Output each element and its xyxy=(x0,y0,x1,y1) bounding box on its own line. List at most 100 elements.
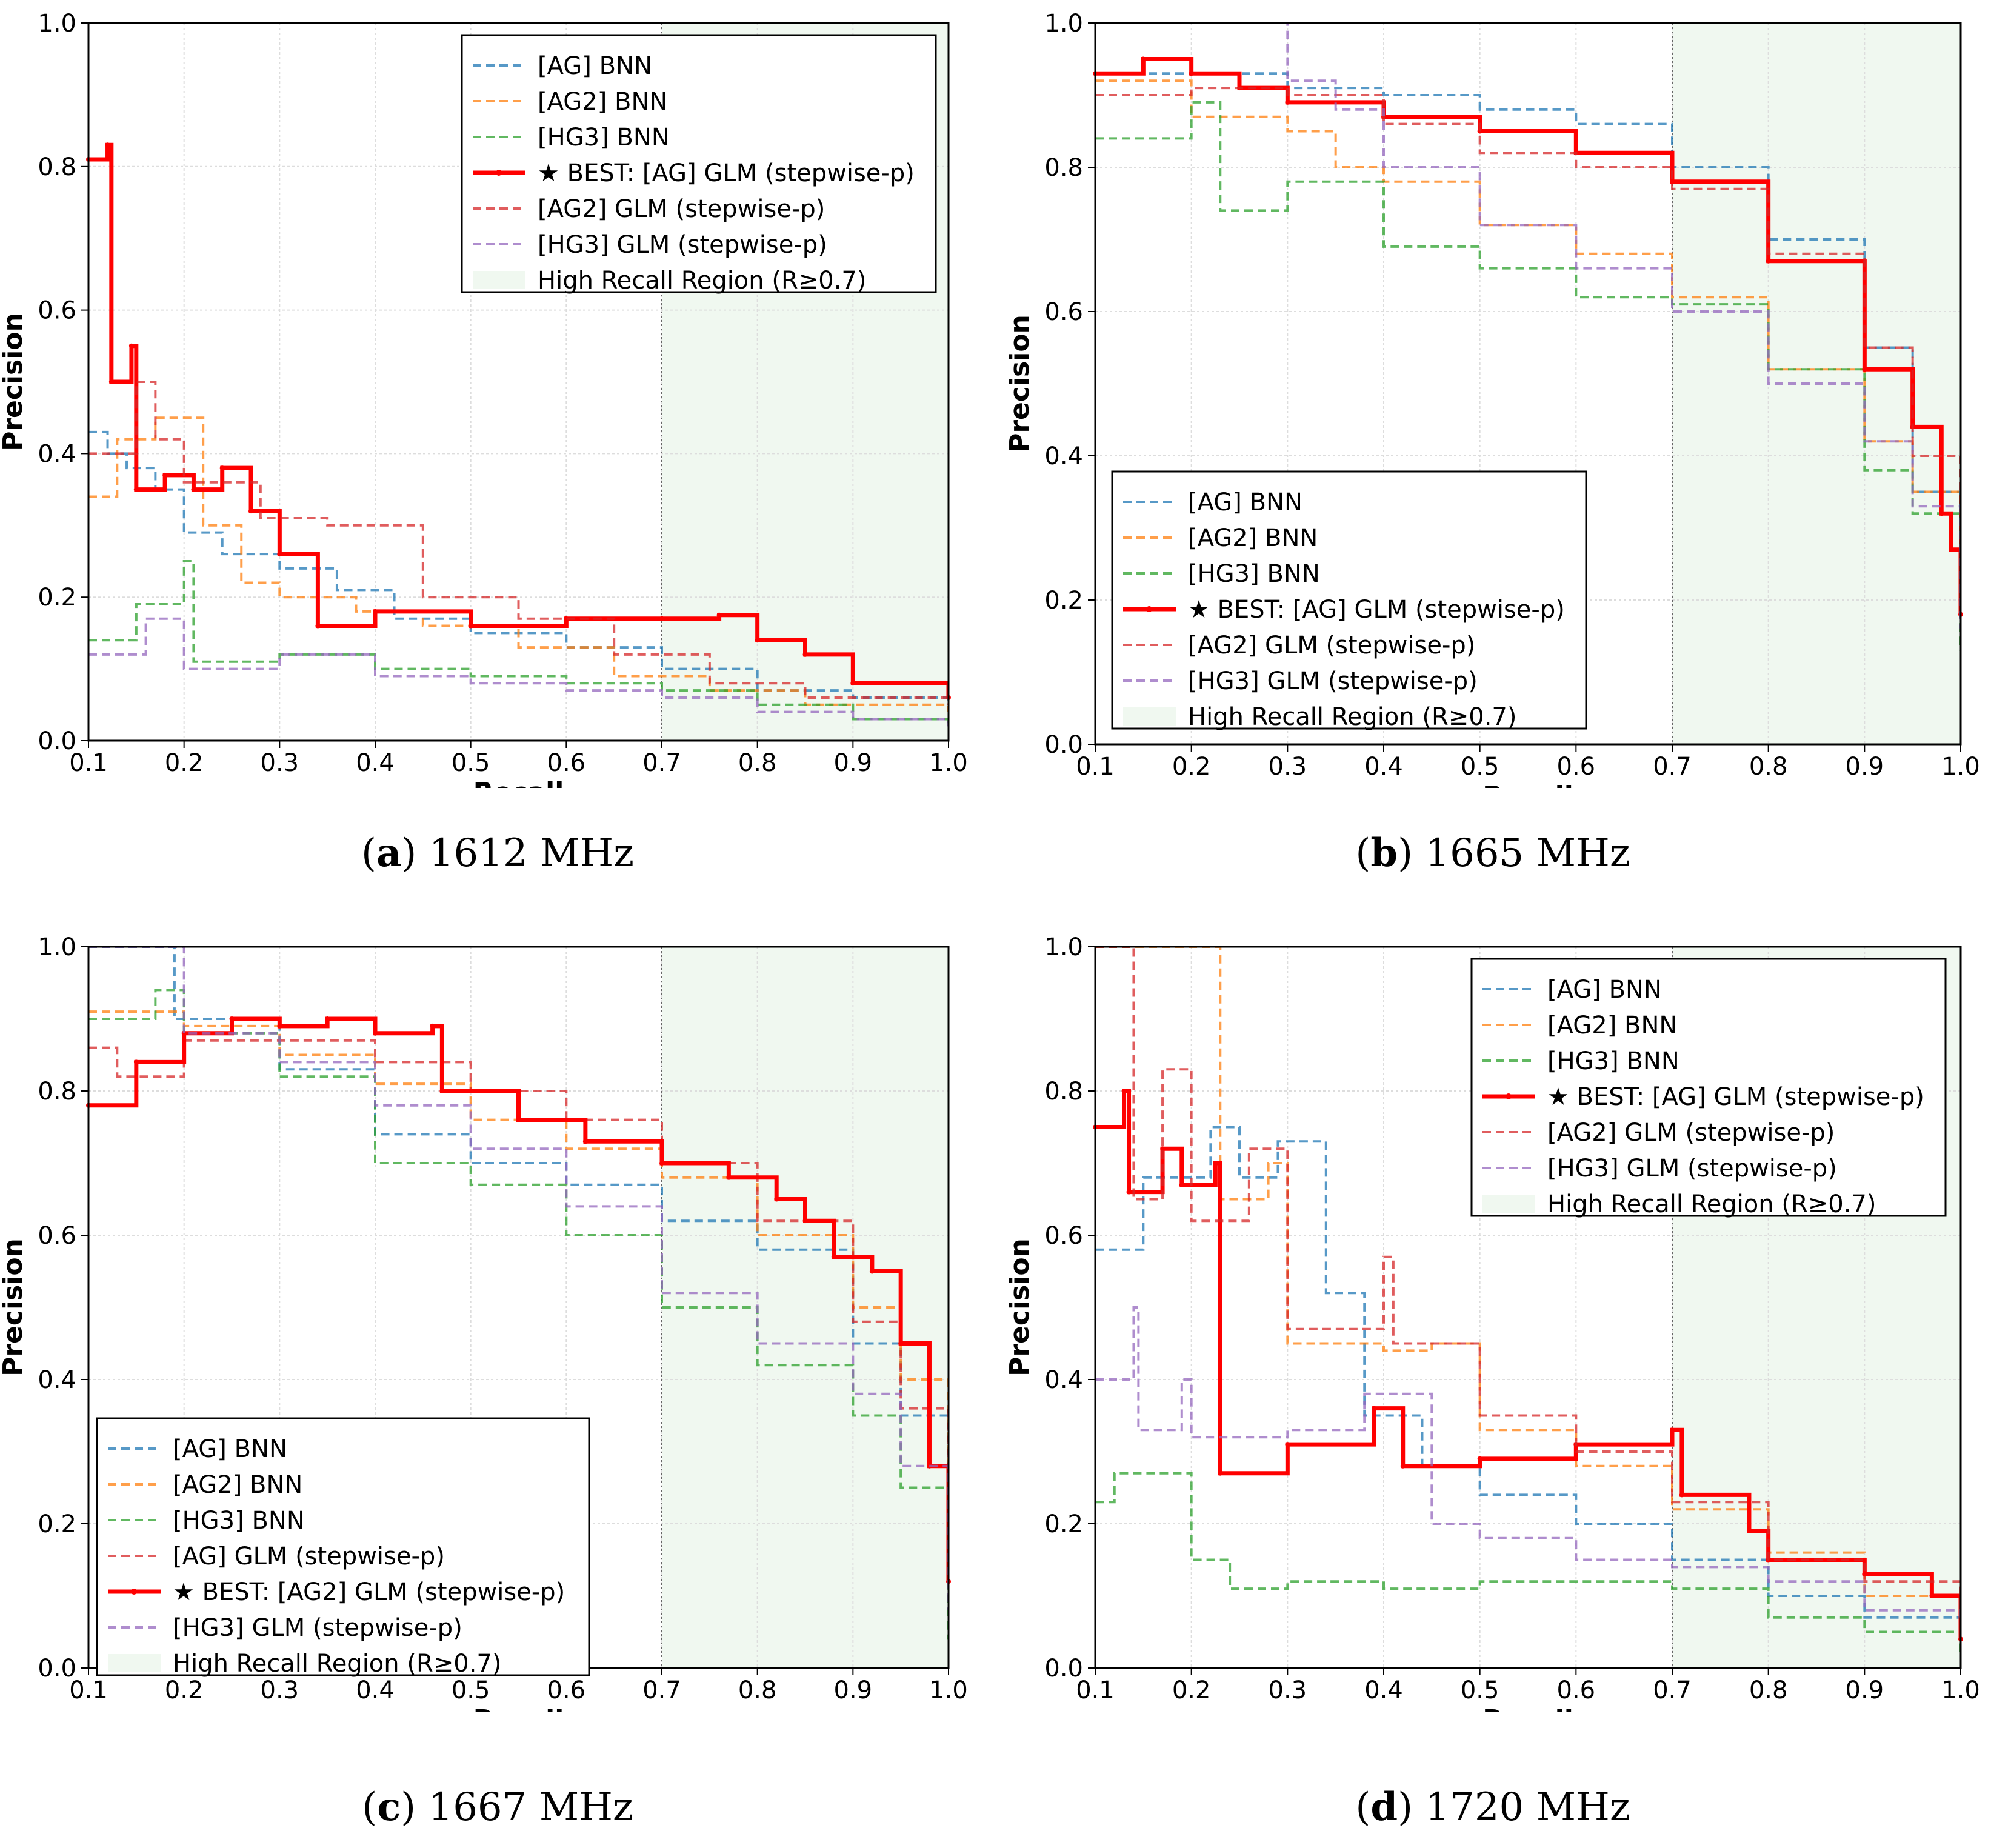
series-point-c-4-17 xyxy=(898,1341,904,1346)
legend-marker-b-3 xyxy=(1146,606,1152,612)
y-axis-label-b: Precision xyxy=(1004,315,1035,453)
series-point-c-4-7 xyxy=(430,1023,435,1029)
series-point-d-3-10 xyxy=(1477,1456,1482,1461)
legend-label-b-5: [HG3] GLM (stepwise-p) xyxy=(1188,667,1478,695)
legend-label-c-4: ★ BEST: [AG2] GLM (stepwise-p) xyxy=(173,1578,565,1606)
x-tick-label-c-7: 0.8 xyxy=(738,1676,777,1704)
y-tick-label-a-2: 0.4 xyxy=(38,440,76,468)
caption-d-letter: d xyxy=(1370,1784,1398,1830)
caption-c-letter: c xyxy=(377,1784,401,1830)
x-tick-label-d-2: 0.3 xyxy=(1269,1676,1307,1704)
x-tick-label-b-6: 0.7 xyxy=(1653,753,1692,781)
series-line-d-2 xyxy=(1095,1472,1961,1654)
legend-label-d-1: [AG2] BNN xyxy=(1547,1012,1677,1039)
x-tick-label-b-9: 1.0 xyxy=(1941,753,1980,781)
x-tick-label-c-4: 0.5 xyxy=(452,1676,490,1704)
y-tick-label-b-2: 0.4 xyxy=(1044,442,1083,470)
chart-a: 0.1 0.2 0.3 0.4 0.5 0.6 0.7 0.8 0.9 1.0 0.0 0.2 0.4 0… xyxy=(0,10,968,788)
series-point-c-4-10 xyxy=(582,1139,588,1144)
legend-label-region-b: High Recall Region (R≥0.7) xyxy=(1188,703,1516,731)
series-line-d-0 xyxy=(1095,1126,1961,1632)
legend-label-d-5: [HG3] GLM (stepwise-p) xyxy=(1547,1155,1837,1183)
series-point-a-3-3 xyxy=(128,343,134,349)
caption-c: (c) 1667 MHz xyxy=(362,1784,633,1830)
panel-c: 0.1 0.2 0.3 0.4 0.5 0.6 0.7 0.8 0.9 1.0 0.0 0.2 0.4 0… xyxy=(0,924,995,1847)
legend-box-b xyxy=(1111,470,1587,730)
series-point-a-3-14 xyxy=(659,616,664,621)
x-tick-label-c-0: 0.1 xyxy=(69,1676,108,1704)
y-tick-label-c-5: 1.0 xyxy=(38,933,76,961)
x-tick-label-c-3: 0.4 xyxy=(356,1676,395,1704)
y-tick-label-a-5: 1.0 xyxy=(38,10,76,38)
x-tick-label-c-8: 0.9 xyxy=(834,1676,873,1704)
series-point-a-3-11 xyxy=(373,609,378,614)
y-axis-label-c: Precision xyxy=(0,1238,28,1376)
x-tick-label-a-1: 0.2 xyxy=(165,749,204,777)
caption-b-text: 1665 MHz xyxy=(1425,831,1630,876)
x-tick-label-a-4: 0.5 xyxy=(452,749,490,777)
series-point-c-4-16 xyxy=(869,1269,875,1274)
x-tick-label-d-8: 0.9 xyxy=(1846,1676,1884,1704)
series-line-b-5 xyxy=(1095,23,1961,629)
x-tick-label-c-5: 0.6 xyxy=(547,1676,586,1704)
x-tick-label-b-8: 0.9 xyxy=(1846,753,1884,781)
x-axis-label-a: Recall xyxy=(473,777,564,788)
series-point-a-3-2 xyxy=(108,379,114,384)
y-tick-label-a-4: 0.8 xyxy=(38,153,76,181)
series-point-d-3-13 xyxy=(1679,1492,1684,1498)
plot-frame-a xyxy=(87,22,950,742)
caption-b-letter: b xyxy=(1370,830,1398,876)
series-point-b-3-8 xyxy=(1670,179,1675,184)
y-tick-label-d-1: 0.2 xyxy=(1044,1510,1083,1538)
x-tick-label-b-0: 0.1 xyxy=(1076,753,1115,781)
series-point-a-3-15 xyxy=(716,612,722,618)
series-point-d-3-8 xyxy=(1372,1406,1377,1411)
series-point-d-3-12 xyxy=(1670,1427,1675,1433)
x-tick-label-b-4: 0.5 xyxy=(1461,753,1499,781)
x-tick-label-d-9: 1.0 xyxy=(1941,1676,1980,1704)
series-point-c-4-6 xyxy=(373,1030,378,1036)
legend-label-c-0: [AG] BNN xyxy=(173,1435,287,1463)
series-point-a-3-12 xyxy=(468,623,473,629)
series-point-a-3-5 xyxy=(162,472,168,478)
x-tick-label-d-6: 0.7 xyxy=(1653,1676,1692,1704)
legend-marker-d-3 xyxy=(1506,1093,1512,1099)
series-point-a-3-8 xyxy=(248,509,254,514)
caption-a-text: 1612 MHz xyxy=(429,831,635,876)
series-point-c-4-1 xyxy=(133,1059,139,1065)
y-tick-label-c-2: 0.4 xyxy=(38,1366,76,1394)
legend-swatch-region-c xyxy=(108,1654,161,1672)
x-tick-label-c-2: 0.3 xyxy=(261,1676,299,1704)
legend-label-d-2: [HG3] BNN xyxy=(1547,1047,1679,1075)
series-point-a-3-18 xyxy=(850,681,856,686)
legend-label-c-1: [AG2] BNN xyxy=(173,1471,302,1499)
x-tick-label-d-3: 0.4 xyxy=(1364,1676,1403,1704)
series-point-a-3-6 xyxy=(191,487,196,492)
series-point-d-3-6 xyxy=(1218,1470,1223,1476)
x-tick-label-a-3: 0.4 xyxy=(356,749,395,777)
series-point-c-4-11 xyxy=(659,1161,664,1166)
legend-label-region-d: High Recall Region (R≥0.7) xyxy=(1547,1190,1876,1218)
y-tick-label-d-0: 0.0 xyxy=(1044,1655,1083,1683)
legend-label-c-3: [AG] GLM (stepwise-p) xyxy=(173,1543,445,1570)
legend-box-c xyxy=(96,1417,590,1676)
x-tick-label-a-8: 0.9 xyxy=(834,749,873,777)
series-line-c-5 xyxy=(88,947,949,1610)
x-tick-label-a-2: 0.3 xyxy=(261,749,299,777)
x-axis-label-c: Recall xyxy=(473,1704,564,1712)
legend-swatch-region-d xyxy=(1482,1195,1535,1213)
panel-a: 0.1 0.2 0.3 0.4 0.5 0.6 0.7 0.8 0.9 1.0 0.0 0.2 0.4 0… xyxy=(0,0,995,924)
legend-swatch-region-b xyxy=(1123,707,1176,726)
series-point-b-3-1 xyxy=(1141,56,1146,62)
series-point-d-3-9 xyxy=(1400,1463,1406,1469)
y-tick-label-d-3: 0.6 xyxy=(1044,1222,1083,1250)
caption-a: (a) 1612 MHz xyxy=(361,830,635,876)
x-axis-label-b: Recall xyxy=(1482,781,1573,788)
series-point-b-3-4 xyxy=(1285,99,1290,105)
series-line-c-4 xyxy=(88,1016,949,1582)
series-point-b-3-10 xyxy=(1862,367,1867,372)
legend-box-a xyxy=(461,34,937,293)
legend-label-region-c: High Recall Region (R≥0.7) xyxy=(173,1650,501,1678)
series-point-d-3-2 xyxy=(1126,1189,1132,1195)
series-point-c-4-5 xyxy=(325,1016,330,1021)
